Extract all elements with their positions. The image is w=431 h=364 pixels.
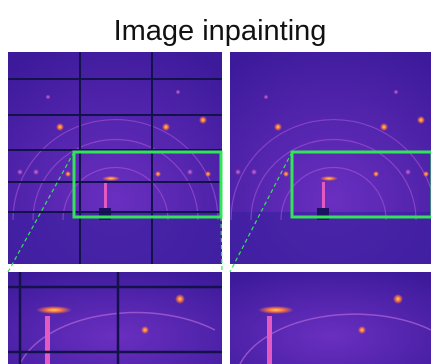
figure: Image inpainting — [0, 0, 431, 364]
inpainted-image — [226, 52, 431, 264]
masked-zoom — [8, 272, 222, 364]
title: Image inpainting — [114, 15, 327, 47]
masked-image — [8, 52, 222, 264]
page: Image inpainting — [0, 0, 431, 364]
inpainted-zoom — [230, 272, 431, 364]
